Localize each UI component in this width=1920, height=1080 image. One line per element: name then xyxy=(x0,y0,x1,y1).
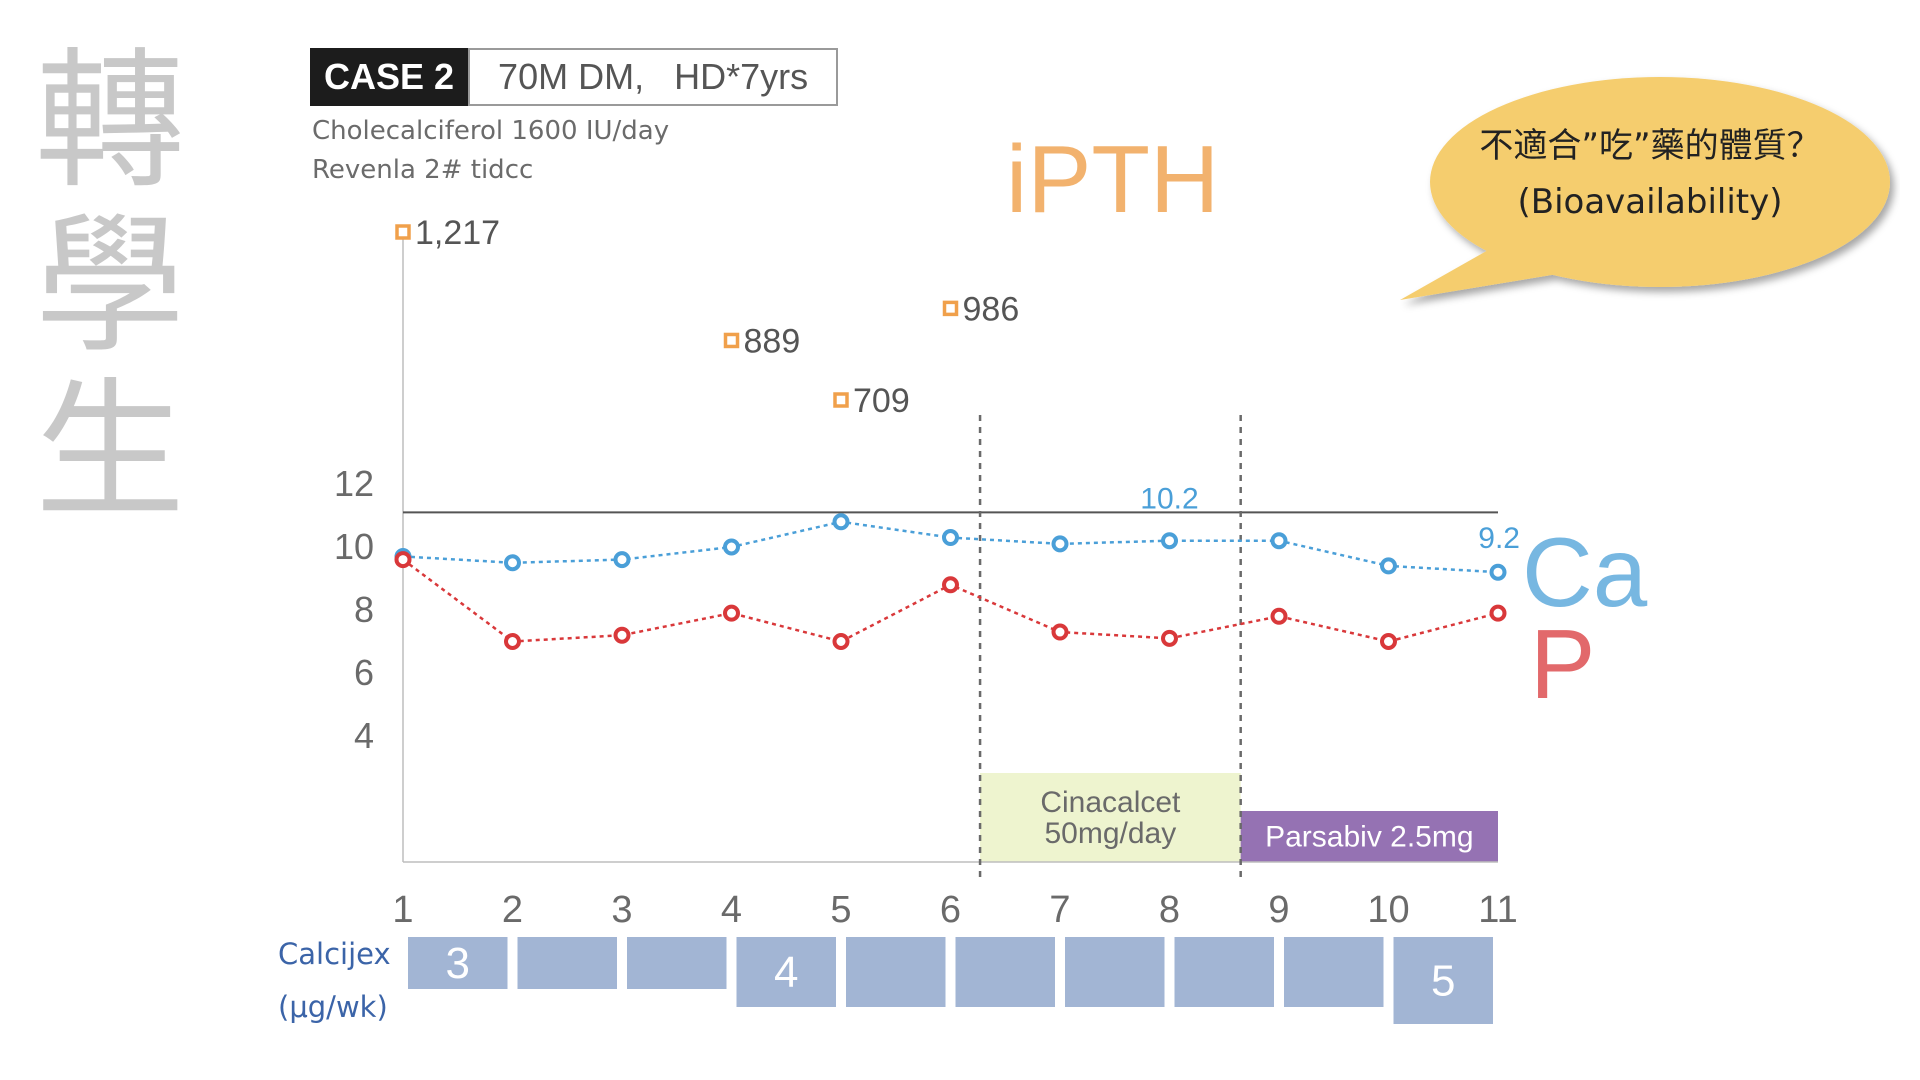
treatment-label-cinacalcet: 50mg/day xyxy=(1044,817,1176,850)
callout-bubble xyxy=(1400,77,1890,300)
p-data-point xyxy=(1270,607,1288,625)
y-tick-label: 10 xyxy=(334,526,374,567)
ipth-title: iPTH xyxy=(1006,126,1219,233)
treatment-band-cinacalcet xyxy=(980,773,1241,862)
calcijex-dose-bar xyxy=(955,937,1055,1007)
calcijex-dose-label: 5 xyxy=(1431,957,1455,1006)
calcijex-dose-bar xyxy=(1174,937,1274,1007)
x-tick-label: 11 xyxy=(1478,889,1517,931)
p-data-point xyxy=(1161,629,1178,647)
calcijex-dose-bar xyxy=(846,937,946,1007)
p-data-point xyxy=(394,551,412,569)
x-tick-label: 1 xyxy=(392,889,413,931)
ipth-data-label: 889 xyxy=(744,322,801,360)
series-group: 10.2 9.2 xyxy=(394,483,1520,650)
callout-line-2: (Bioavailability) xyxy=(1517,182,1783,222)
prescription-revenla: Revenla 2# tidcc xyxy=(312,155,534,185)
ca-data-point xyxy=(1051,535,1069,553)
ca-data-point xyxy=(1270,532,1288,550)
ipth-data-label: 986 xyxy=(963,290,1020,328)
p-data-point xyxy=(1051,623,1069,641)
p-series-name: P xyxy=(1530,609,1595,719)
ipth-data-point xyxy=(833,392,849,408)
x-tick-label: 8 xyxy=(1159,889,1180,931)
side-title: 轉 學 生 xyxy=(30,40,190,535)
case-label: CASE 2 xyxy=(310,48,469,106)
treatment-dividers xyxy=(978,415,1242,880)
callout-line-1: 不適合”吃”藥的體質？ xyxy=(1479,126,1821,166)
side-title-char-2: 學 xyxy=(34,200,185,374)
ipth-data-label: 1,217 xyxy=(415,214,500,252)
treatment-label-parsabiv: Parsabiv 2.5mg xyxy=(1265,821,1473,854)
calcijex-dose-bar xyxy=(736,937,836,1007)
calcijex-dose-label: 3 xyxy=(446,939,470,988)
ipth-data-point xyxy=(723,332,740,349)
x-tick-label: 7 xyxy=(1049,889,1070,931)
ca-data-point xyxy=(504,554,521,572)
ipth-data-label: 709 xyxy=(853,382,910,420)
p-data-point xyxy=(1380,633,1397,650)
p-data-point xyxy=(613,626,631,644)
p-data-point xyxy=(1489,604,1507,622)
side-title-char-3: 生 xyxy=(34,365,185,539)
calcijex-doses: 3 4 5 xyxy=(408,937,1493,1024)
y-tick-label: 12 xyxy=(334,463,374,504)
treatment-label-cinacalcet: Cinacalcet xyxy=(1040,786,1181,819)
y-tick-label: 4 xyxy=(354,715,374,756)
calcijex-label: Calcijex (μg/wk) xyxy=(278,937,391,1024)
case-header: CASE 2 70M DM, HD*7yrs xyxy=(310,48,839,106)
callout-text: 不適合”吃”藥的體質？ (Bioavailability) xyxy=(1420,118,1880,230)
calcijex-label-line: Calcijex xyxy=(278,937,391,971)
x-tick-label: 2 xyxy=(502,889,523,931)
calcijex-dose-bar xyxy=(1284,937,1384,1007)
y-tick-label: 8 xyxy=(354,589,374,630)
calcijex-dose-label: 4 xyxy=(774,948,798,997)
y-tick-labels: 12 10 8 6 4 xyxy=(334,463,374,756)
ca-data-point xyxy=(1161,532,1178,550)
case-description: 70M DM, HD*7yrs xyxy=(468,48,839,106)
ca-data-point xyxy=(1380,557,1397,575)
calcijex-dose-bar xyxy=(517,937,617,989)
ca-series-name: Ca xyxy=(1522,517,1648,627)
side-title-char-1: 轉 xyxy=(34,35,185,209)
calcijex-dose-bar xyxy=(627,937,727,989)
x-tick-labels: 1 2 3 4 5 6 7 8 9 10 11 xyxy=(392,889,1517,931)
calcijex-dose-bar xyxy=(1065,937,1165,1007)
ca-data-point xyxy=(942,529,959,547)
p-data-point xyxy=(942,576,959,594)
ca-data-label: 9.2 xyxy=(1478,522,1520,555)
x-tick-label: 9 xyxy=(1268,889,1289,931)
x-tick-label: 5 xyxy=(830,889,851,931)
x-tick-label: 3 xyxy=(611,889,632,931)
ca-data-point xyxy=(613,551,631,569)
p-data-point xyxy=(832,633,850,650)
ipth-points: 1,217 889 709 986 xyxy=(395,214,1020,420)
p-data-point xyxy=(504,633,521,650)
calcijex-label-line: (μg/wk) xyxy=(278,990,388,1024)
callout-bubble-body xyxy=(1430,77,1890,287)
ca-data-point xyxy=(1489,563,1507,581)
prescription-cholecalciferol: Cholecalciferol 1600 IU/day xyxy=(312,116,670,146)
ca-data-point xyxy=(832,513,850,531)
calcijex-dose-bar xyxy=(1393,937,1493,1024)
x-tick-label: 6 xyxy=(940,889,961,931)
p-data-point xyxy=(723,604,740,622)
calcijex-dose-bar xyxy=(408,937,508,989)
ipth-data-point xyxy=(395,224,411,240)
chart-axes xyxy=(402,230,1498,863)
x-tick-label: 10 xyxy=(1367,889,1409,931)
treatment-band-parsabiv xyxy=(1240,811,1498,862)
x-tick-label: 4 xyxy=(721,889,742,931)
y-tick-label: 6 xyxy=(354,652,374,693)
ipth-data-point xyxy=(942,300,959,317)
ca-data-label: 10.2 xyxy=(1140,483,1198,516)
p-series-line xyxy=(402,558,1499,643)
ca-data-point xyxy=(723,538,740,556)
